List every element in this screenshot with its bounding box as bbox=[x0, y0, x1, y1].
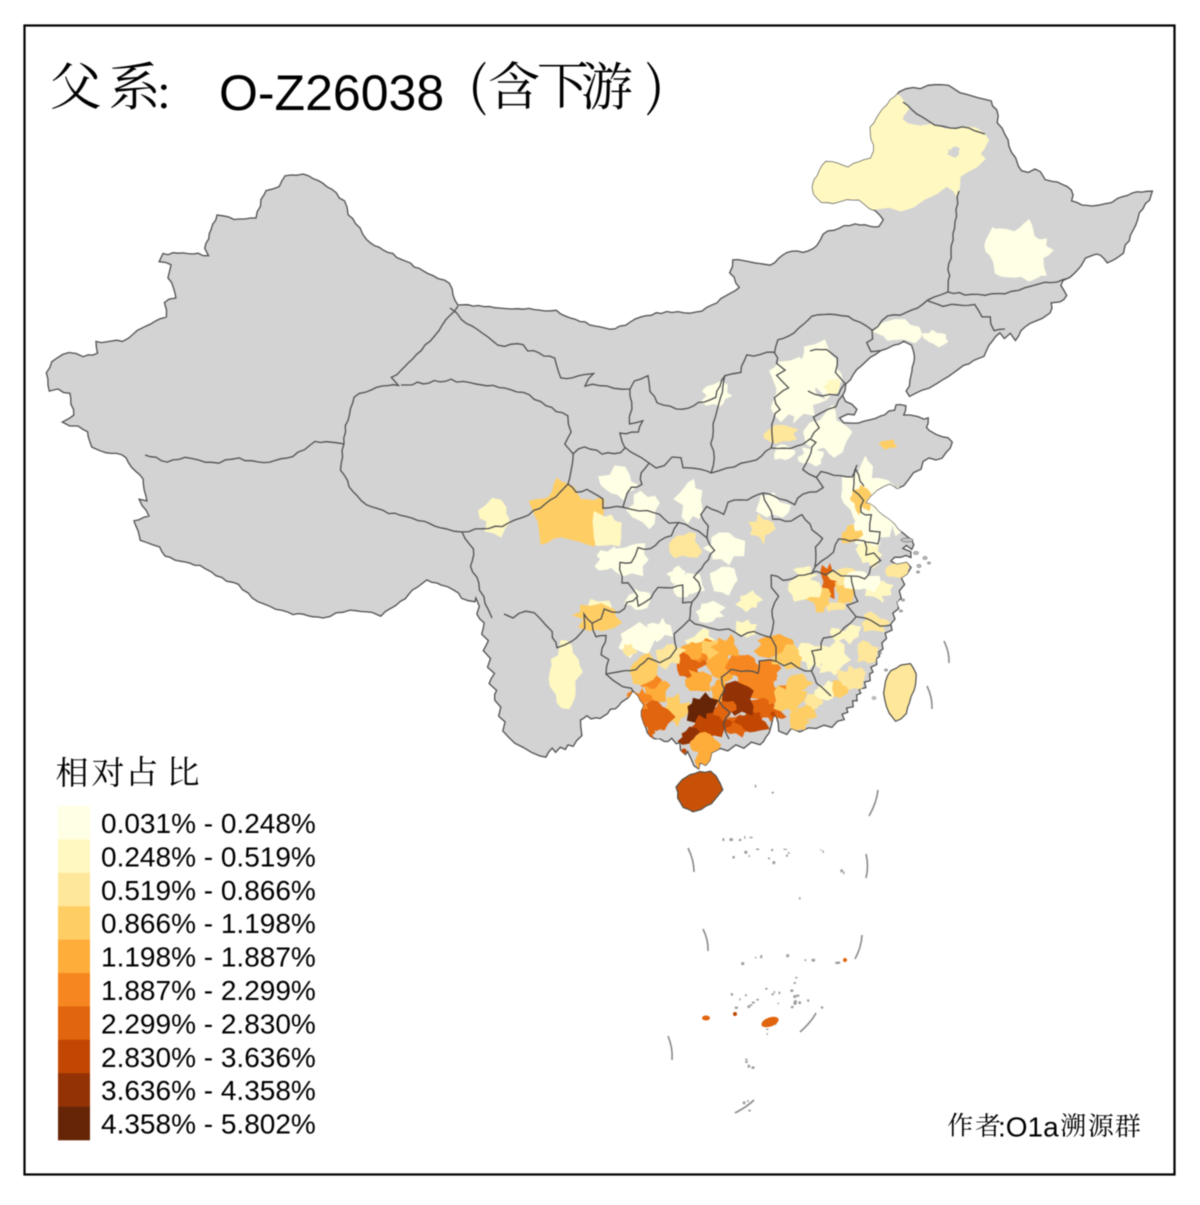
svg-text:3.636% - 4.358%: 3.636% - 4.358% bbox=[101, 1075, 316, 1106]
svg-text:4.358% - 5.802%: 4.358% - 5.802% bbox=[101, 1109, 316, 1140]
svg-text:1.887% - 2.299%: 1.887% - 2.299% bbox=[101, 975, 316, 1006]
svg-text:0.519% - 0.866%: 0.519% - 0.866% bbox=[101, 875, 316, 906]
svg-text:0.866% - 1.198%: 0.866% - 1.198% bbox=[101, 908, 316, 939]
svg-text:O-Z26038: O-Z26038 bbox=[219, 65, 444, 121]
svg-text:1.198% - 1.887%: 1.198% - 1.887% bbox=[101, 942, 316, 973]
svg-text::O1a: :O1a bbox=[998, 1112, 1059, 1143]
svg-text:0.031% - 0.248%: 0.031% - 0.248% bbox=[101, 808, 316, 839]
svg-text:0.248% - 0.519%: 0.248% - 0.519% bbox=[101, 841, 316, 872]
svg-text:2.830% - 3.636%: 2.830% - 3.636% bbox=[101, 1042, 316, 1073]
svg-text:2.299% - 2.830%: 2.299% - 2.830% bbox=[101, 1008, 316, 1039]
